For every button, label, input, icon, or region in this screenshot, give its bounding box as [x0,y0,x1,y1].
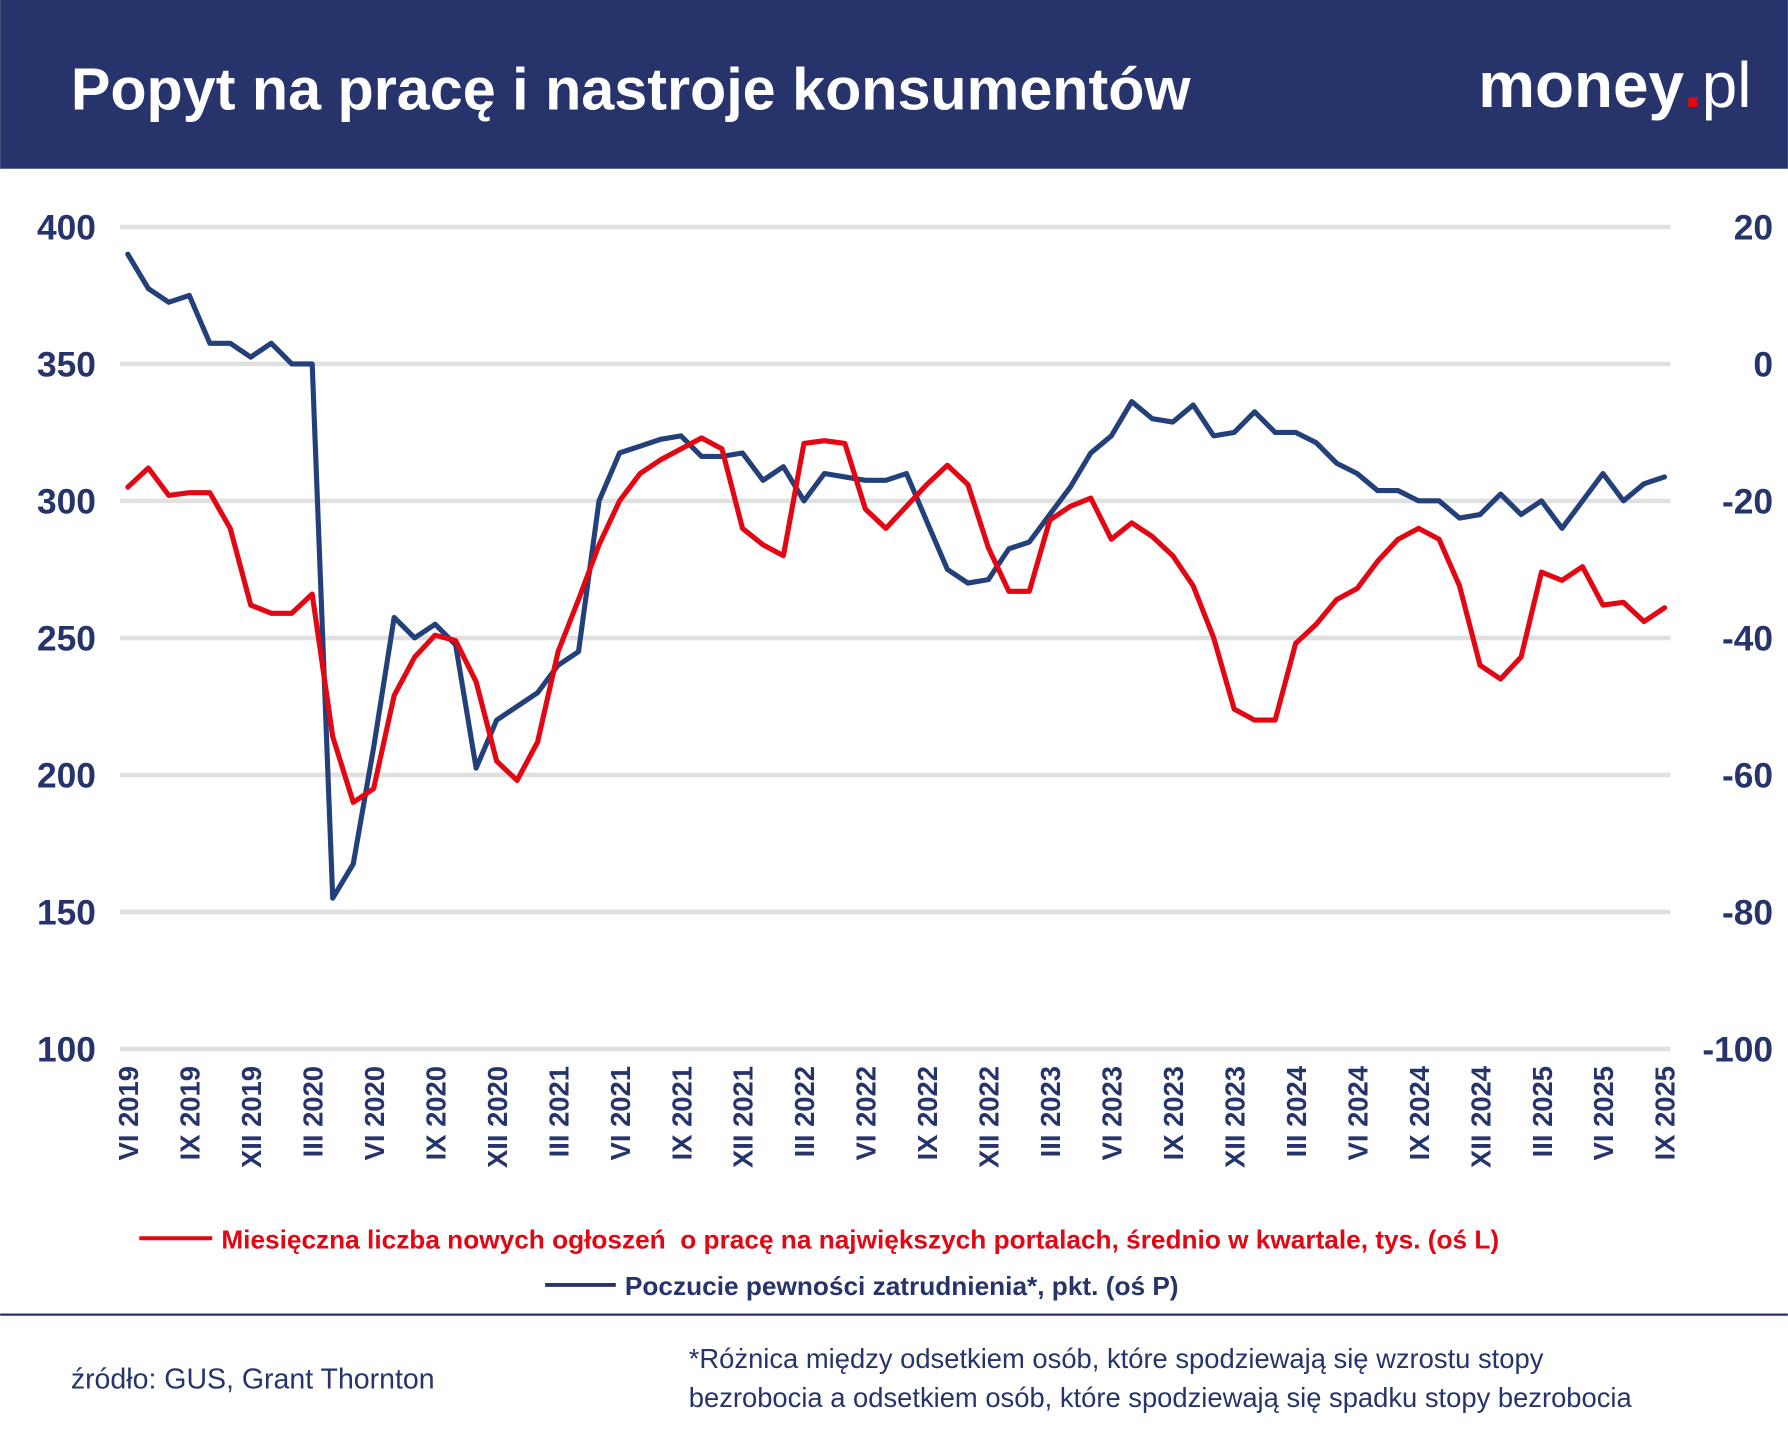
left-axis-tick-label: 300 [37,482,96,521]
x-axis-tick-label: III 2022 [789,1066,820,1157]
x-axis-tick-label: XII 2022 [974,1066,1005,1168]
right-axis-tick-label: 20 [1734,208,1773,247]
x-axis-tick-label: IX 2024 [1404,1065,1435,1160]
header-bar [0,0,1788,169]
logo-suffix: pl [1702,49,1752,121]
right-axis-tick-label: -60 [1722,756,1773,795]
page-title: Popyt na pracę i nastroje konsumentów [71,55,1192,122]
x-axis-tick-label: VI 2019 [113,1066,144,1160]
x-axis-tick-label: VI 2022 [851,1066,882,1160]
left-axis-labels: 100 150 200 250 300 350 400 [37,208,96,1069]
left-axis-tick-label: 250 [37,619,96,658]
logo-text: money [1478,49,1684,121]
x-axis-tick-label: IX 2023 [1158,1066,1189,1160]
x-axis-tick-label: VI 2025 [1588,1066,1619,1160]
x-axis-tick-label: III 2020 [297,1066,328,1157]
x-axis-tick-label: VI 2023 [1097,1066,1128,1160]
x-axis-tick-label: XII 2024 [1465,1065,1496,1168]
x-axis-tick-label: IX 2022 [912,1066,943,1160]
x-axis-tick-label: VI 2020 [359,1066,390,1160]
x-axis-tick-label: IX 2021 [666,1066,697,1160]
x-axis-tick-label: XII 2020 [482,1066,513,1168]
right-axis-tick-label: -100 [1702,1030,1773,1069]
x-axis-tick-label: XII 2019 [236,1066,267,1168]
left-axis-tick-label: 400 [37,208,96,247]
right-axis-tick-label: 0 [1753,345,1773,384]
x-axis-tick-label: III 2021 [543,1066,574,1157]
right-axis-tick-label: -40 [1722,619,1773,658]
legend-label-employment-confidence: Poczucie pewności zatrudnienia*, pkt. (o… [625,1271,1179,1301]
left-axis-tick-label: 200 [37,756,96,795]
legend: Miesięczna liczba nowych ogłoszeń o prac… [139,1224,1499,1301]
x-axis-tick-label: III 2023 [1035,1066,1066,1157]
x-axis-tick-label: III 2024 [1281,1065,1312,1157]
x-axis-tick-label: IX 2025 [1650,1066,1681,1160]
series-lines [125,251,1668,901]
series-line-job-ads [125,435,1668,805]
footnote-line-2: bezrobocia a odsetkiem osób, które spodz… [689,1382,1633,1413]
series-line-employment-confidence [125,251,1668,901]
x-axis-tick-label: IX 2019 [175,1066,206,1160]
x-axis-tick-label: XII 2023 [1219,1066,1250,1168]
right-axis-labels: -100 -80 -60 -40 -20 0 20 [1702,208,1773,1069]
left-axis-tick-label: 150 [37,893,96,932]
right-axis-tick-label: -20 [1722,482,1773,521]
right-axis-tick-label: -80 [1722,893,1773,932]
money-pl-logo: money.pl [1478,49,1751,121]
logo-dot: . [1684,49,1702,121]
grid-lines [119,224,1671,1052]
x-axis-labels: VI 2019 IX 2019 XII 2019 III 2020 VI 2020 IX … [113,1065,1681,1168]
x-axis-tick-label: VI 2021 [605,1066,636,1160]
x-axis-tick-label: XII 2021 [728,1066,759,1168]
left-axis-tick-label: 350 [37,345,96,384]
left-axis-tick-label: 100 [37,1030,96,1069]
x-axis-tick-label: IX 2020 [420,1066,451,1160]
x-axis-tick-label: III 2025 [1527,1066,1558,1157]
x-axis-tick-label: VI 2024 [1342,1065,1373,1160]
legend-label-job-ads: Miesięczna liczba nowych ogłoszeń o prac… [221,1224,1499,1254]
svg-text:money.pl: money.pl [1478,49,1751,121]
footnote-line-1: *Różnica między odsetkiem osób, które sp… [689,1343,1544,1374]
source-text: źródło: GUS, Grant Thornton [71,1364,435,1396]
